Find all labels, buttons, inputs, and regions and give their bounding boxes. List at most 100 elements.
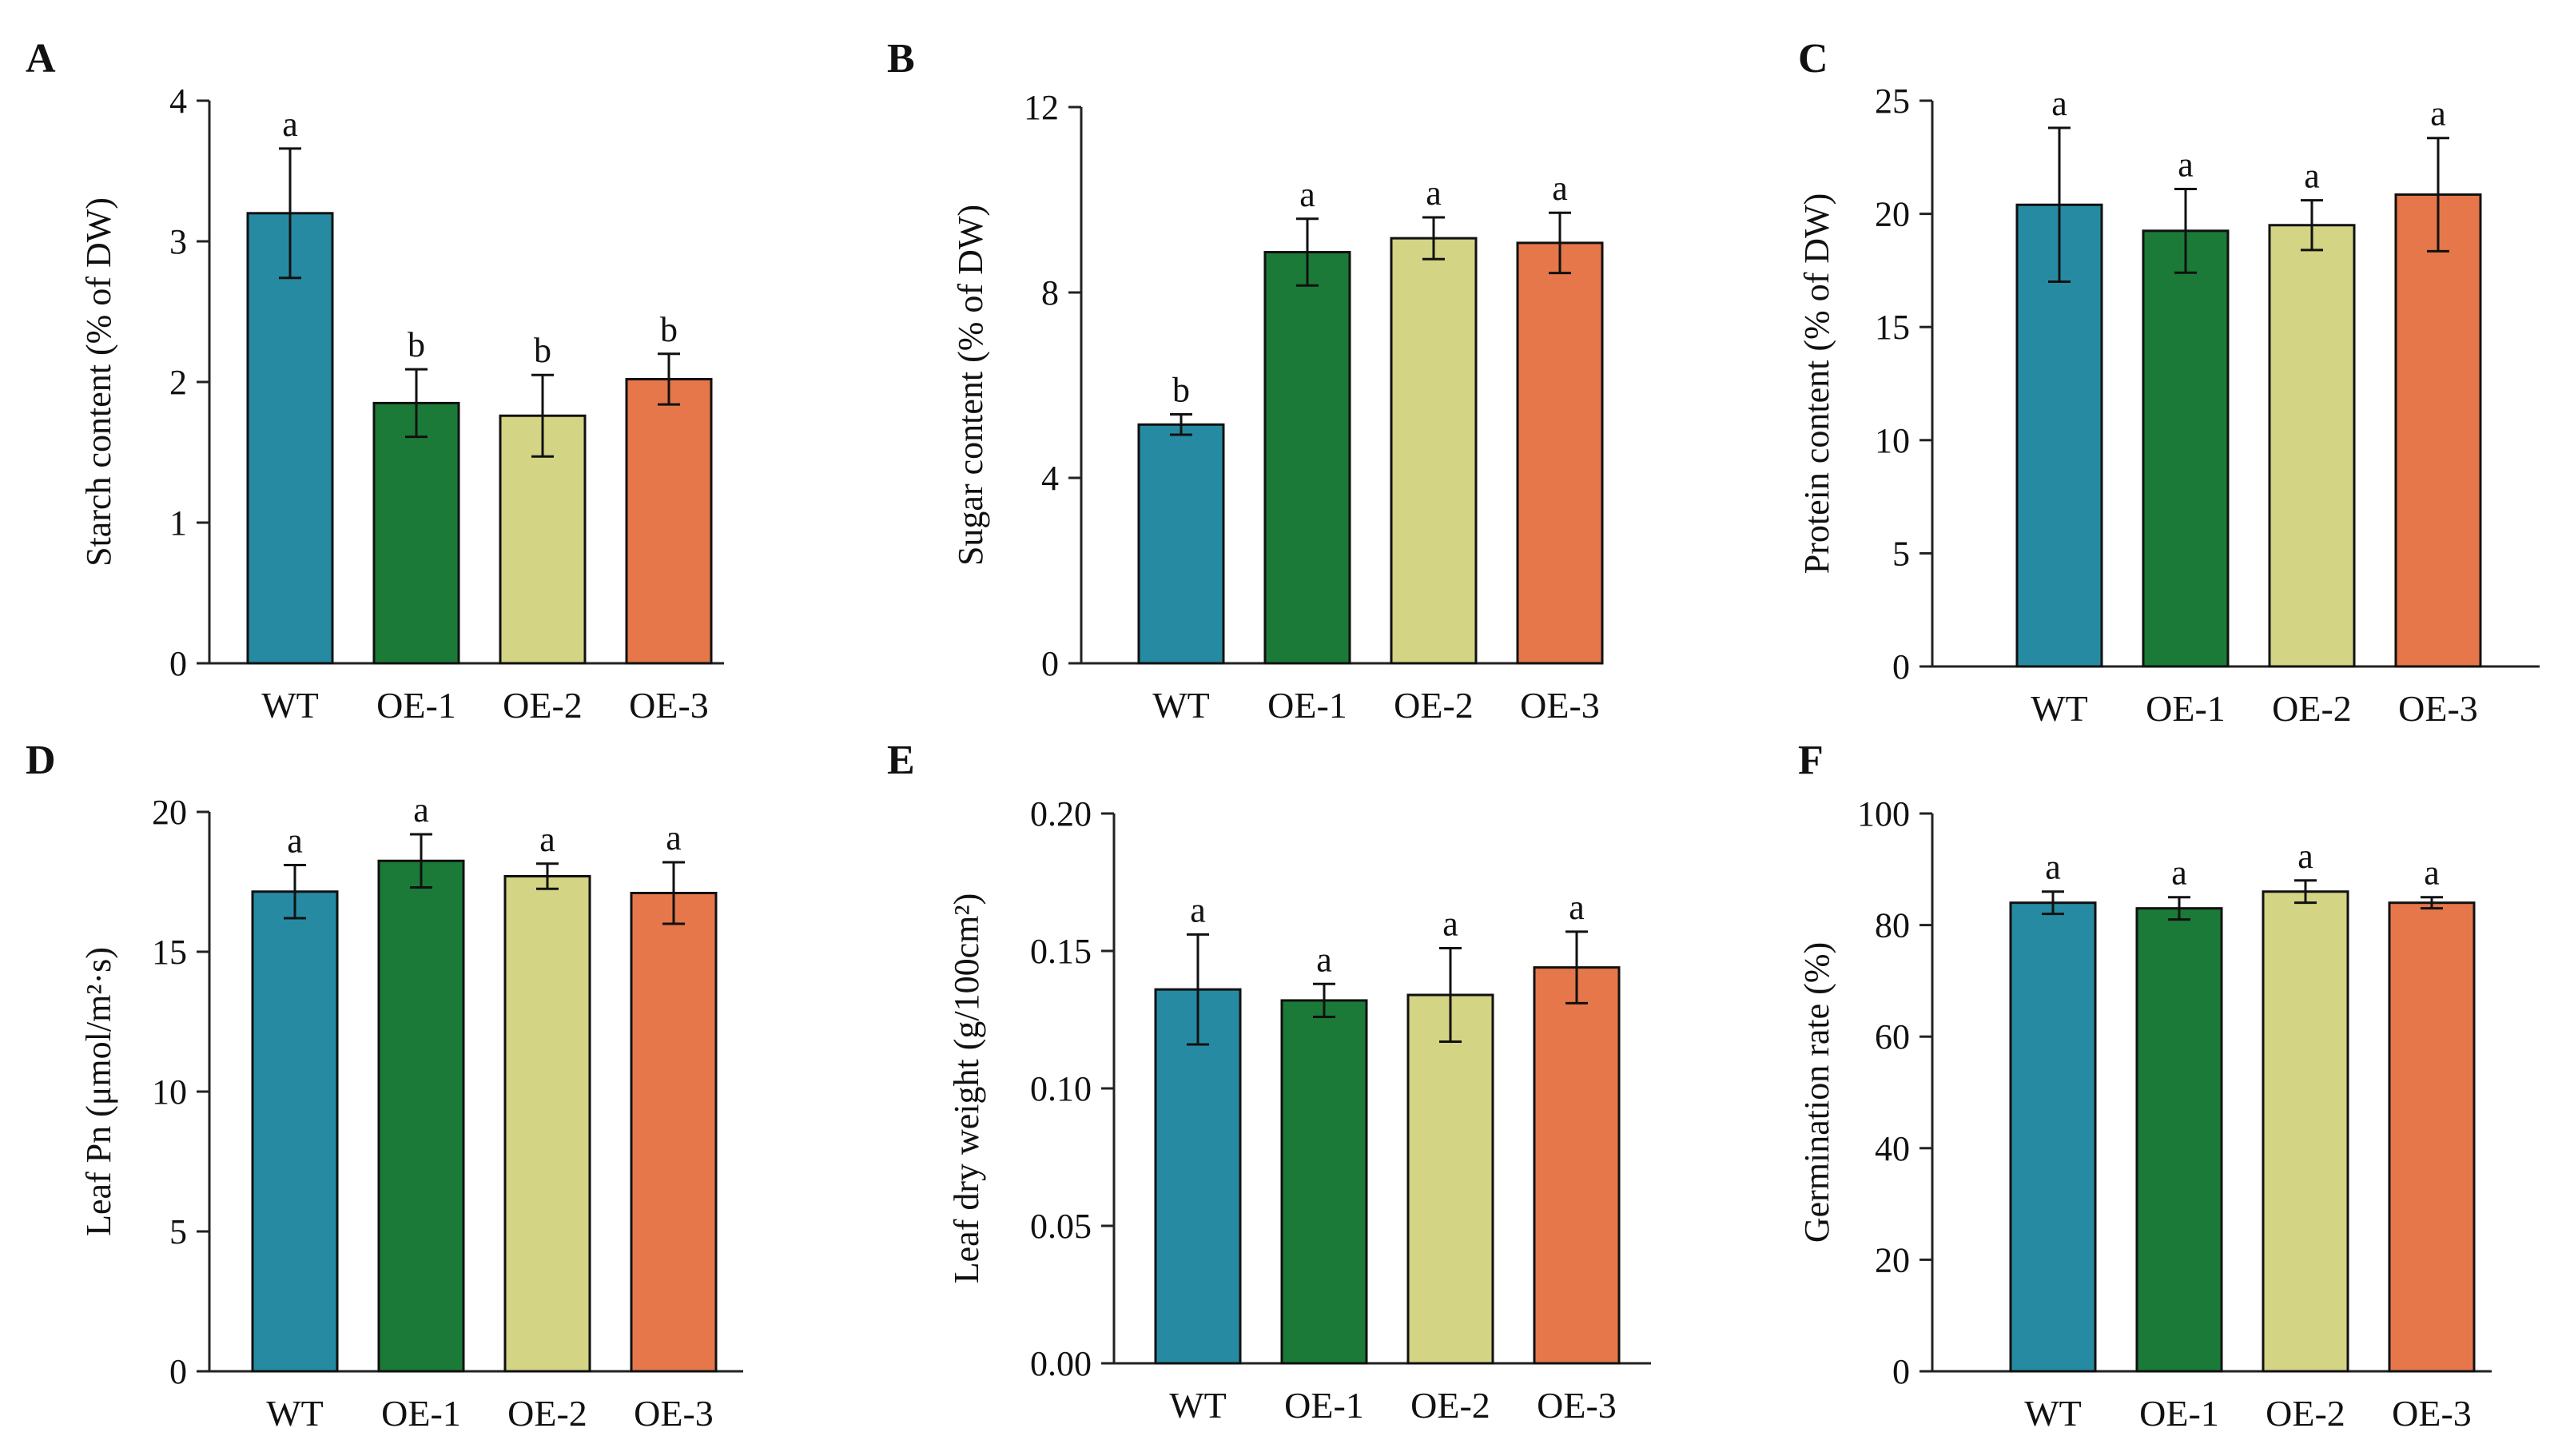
y-axis-title: Leaf dry weight (g/100cm²) [947, 893, 986, 1283]
y-tick-label: 20 [152, 793, 187, 832]
bar-wt [2009, 901, 2097, 1373]
bar-oe-1 [2135, 907, 2223, 1373]
panel-letter: F [1798, 738, 1824, 783]
bar-oe-3 [2388, 901, 2476, 1373]
bar-oe-3 [1516, 241, 1604, 665]
y-tick-label: 4 [169, 82, 187, 121]
x-tick-label: OE-1 [2139, 1393, 2219, 1434]
significance-letter: a [1552, 169, 1568, 208]
x-tick-label: OE-2 [2272, 688, 2352, 729]
y-axis-title: Protein content (% of DW) [1797, 193, 1836, 575]
y-tick-label: 0 [169, 644, 187, 683]
y-tick-label: 2 [169, 363, 187, 402]
panel-e: E 0.00 0.05 0.10 0.15 0.20 Leaf dry weight (g/… [887, 738, 1651, 1426]
x-tick-label: WT [1169, 1385, 1227, 1426]
panel-letter: C [1798, 36, 1828, 82]
x-tick-label: OE-2 [503, 685, 583, 726]
y-tick-label: 0 [1892, 1352, 1910, 1391]
x-tick-label: OE-3 [629, 685, 709, 726]
y-tick-label: 100 [1857, 794, 1910, 833]
significance-letter: a [666, 818, 682, 857]
y-tick-label: 10 [152, 1072, 187, 1112]
y-tick-label: 3 [169, 222, 187, 261]
significance-letter: a [2178, 145, 2194, 184]
y-tick-label: 0 [1041, 644, 1059, 683]
panel-letter: E [887, 738, 915, 783]
y-axis-title: Germination rate (%) [1797, 942, 1836, 1243]
y-tick-label: 10 [1875, 421, 1910, 460]
significance-letter: a [1316, 940, 1332, 979]
bar-oe-1 [1263, 251, 1351, 665]
significance-letter: a [1569, 888, 1585, 927]
bar-oe-2 [503, 875, 591, 1373]
bar-oe-3 [625, 377, 713, 665]
panel-b: B 0 4 8 12 Sugar content (% of DW) b WT a OE-1 a OE… [887, 36, 1604, 726]
y-tick-label: 1 [169, 503, 187, 543]
bar-wt [246, 212, 334, 665]
panel-c: C 0 5 10 15 20 25 Protein content (% of DW) a WT a… [1797, 36, 2540, 729]
x-tick-label: OE-3 [1520, 685, 1600, 726]
significance-letter: a [1299, 175, 1315, 214]
y-tick-label: 0.20 [1030, 794, 1092, 833]
y-tick-label: 20 [1875, 195, 1910, 234]
bar-oe-2 [2268, 224, 2356, 668]
y-tick-label: 4 [1041, 459, 1059, 498]
x-tick-label: OE-1 [1284, 1385, 1364, 1426]
x-tick-label: OE-1 [1267, 685, 1347, 726]
significance-letter: a [282, 105, 298, 144]
bar-oe-3 [2394, 193, 2482, 668]
y-tick-label: 0 [1892, 647, 1910, 686]
significance-letter: a [1426, 173, 1442, 213]
x-tick-label: WT [266, 1393, 324, 1434]
x-tick-label: WT [2031, 688, 2088, 729]
x-tick-label: WT [261, 685, 319, 726]
x-tick-label: OE-1 [2146, 688, 2226, 729]
bar-wt [251, 890, 339, 1373]
y-tick-label: 0.10 [1030, 1069, 1092, 1108]
significance-letter: a [287, 821, 303, 861]
x-tick-label: OE-2 [1410, 1385, 1490, 1426]
y-tick-label: 15 [152, 933, 187, 972]
x-tick-label: WT [1152, 685, 1210, 726]
bar-oe-1 [2142, 229, 2230, 668]
bar-oe-2 [1406, 993, 1494, 1365]
x-tick-label: OE-3 [2398, 688, 2478, 729]
y-tick-label: 0 [169, 1352, 187, 1391]
significance-letter: a [2051, 84, 2067, 123]
bar-wt [1154, 988, 1242, 1365]
bar-wt [1137, 423, 1225, 665]
significance-letter: a [2045, 848, 2061, 887]
y-tick-label: 40 [1875, 1129, 1910, 1168]
y-tick-label: 0.15 [1030, 932, 1092, 971]
y-tick-label: 20 [1875, 1240, 1910, 1279]
panel-letter: A [26, 36, 56, 82]
significance-letter: b [534, 331, 551, 370]
panel-letter: D [26, 738, 56, 783]
panel-letter: B [887, 36, 915, 82]
y-tick-label: 80 [1875, 906, 1910, 945]
significance-letter: b [660, 310, 678, 349]
y-tick-label: 5 [169, 1212, 187, 1251]
y-axis-title: Leaf Pn (μmol/m²·s) [79, 947, 118, 1236]
significance-letter: a [2171, 853, 2187, 893]
x-tick-label: OE-3 [1537, 1385, 1617, 1426]
bar-oe-3 [630, 892, 718, 1373]
bar-oe-1 [1280, 999, 1368, 1365]
y-tick-label: 8 [1041, 273, 1059, 312]
panel-f: F 0 20 40 60 80 100 Germination rate (%) a WT a OE-… [1797, 738, 2492, 1434]
y-tick-label: 60 [1875, 1017, 1910, 1056]
significance-letter: a [2424, 853, 2440, 893]
y-tick-label: 25 [1875, 82, 1910, 121]
bar-oe-1 [377, 859, 465, 1373]
significance-letter: a [2430, 94, 2446, 133]
significance-letter: a [539, 820, 555, 859]
x-tick-label: OE-3 [634, 1393, 714, 1434]
x-tick-label: OE-2 [507, 1393, 587, 1434]
bar-oe-2 [1390, 237, 1478, 665]
x-tick-label: OE-2 [1394, 685, 1474, 726]
significance-letter: a [2304, 157, 2320, 196]
y-axis-title: Sugar content (% of DW) [951, 205, 990, 566]
x-tick-label: OE-1 [381, 1393, 461, 1434]
x-tick-label: OE-1 [376, 685, 456, 726]
significance-letter: a [1442, 905, 1458, 944]
